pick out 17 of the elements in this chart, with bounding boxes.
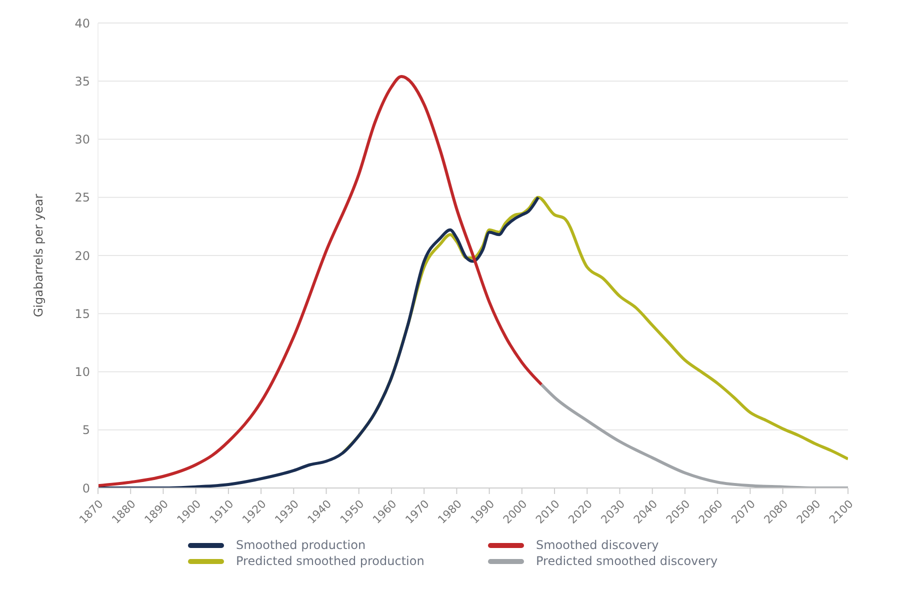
y-tick-label: 25 [74,190,90,205]
legend-label: Predicted smoothed production [236,554,424,568]
y-tick-label: 10 [74,365,90,380]
y-tick-label: 15 [74,306,90,321]
y-tick-label: 0 [82,481,90,496]
y-tick-label: 40 [74,16,90,30]
y-tick-label: 30 [74,132,90,147]
line-series [98,196,540,488]
legend-label: Predicted smoothed discovery [536,554,718,568]
legend-label: Smoothed production [236,538,366,552]
y-tick-label: 20 [74,248,90,263]
line-series [98,74,543,488]
legend-label: Smoothed discovery [536,538,659,552]
y-axis-title: Gigabarrels per year [31,194,46,318]
y-tick-label: 35 [74,74,90,88]
line-series [540,383,848,488]
y-tick-label: 5 [82,423,90,438]
